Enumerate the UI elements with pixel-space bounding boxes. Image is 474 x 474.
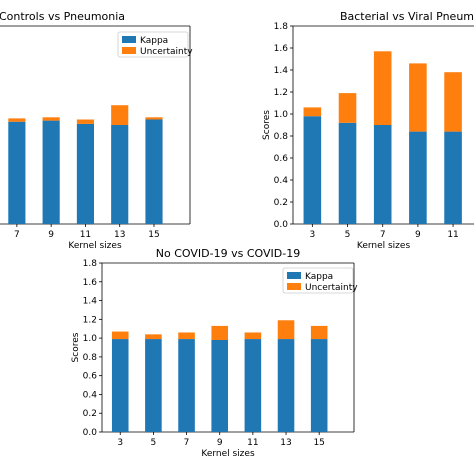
y-tick-label: 0.8	[83, 353, 98, 363]
bar-uncertainty-7	[373, 51, 392, 125]
chart-title: Bacterial vs Viral Pneum	[340, 10, 474, 23]
x-tick-label: 7	[184, 438, 190, 448]
bar-kappa-13	[111, 125, 129, 224]
bar-uncertainty-11	[444, 72, 462, 132]
x-tick-label: 9	[48, 230, 54, 240]
y-tick-label: 1.4	[274, 66, 289, 76]
bar-uncertainty-7	[178, 332, 195, 340]
y-tick-label: 0.4	[83, 390, 98, 400]
x-axis-label: Kernel sizes	[201, 449, 255, 459]
y-tick-label: 1.2	[274, 88, 288, 98]
y-tick-label: 0.0	[274, 220, 289, 230]
bar-kappa-9	[211, 339, 228, 432]
bar-uncertainty-3	[303, 107, 322, 117]
bar-uncertainty-15	[145, 117, 163, 120]
y-tick-label: 1.0	[274, 110, 289, 120]
bar-kappa-15	[310, 339, 328, 432]
x-axis-label: Kernel sizes	[68, 241, 122, 251]
x-tick-label: 5	[345, 230, 351, 240]
legend-swatch-kappa	[122, 36, 136, 43]
legend-label-uncertainty: Uncertainty	[305, 283, 358, 293]
bar-kappa-13	[277, 339, 295, 432]
y-tick-label: 1.0	[83, 334, 98, 344]
y-axis-label: Scores	[262, 110, 272, 140]
x-tick-label: 15	[313, 438, 324, 448]
y-tick-label: 0.2	[83, 409, 97, 419]
x-tick-label: 11	[247, 438, 258, 448]
chart-panel-1: 7 9 11 13 15 Kernel sizes Controls vs Pneumoni…	[0, 10, 193, 251]
bar-uncertainty-5	[145, 334, 162, 340]
bar-kappa-3	[111, 339, 129, 432]
bar-kappa-7	[8, 121, 26, 224]
y-axis-label: Scores	[71, 332, 81, 362]
bar-uncertainty-9	[42, 117, 60, 121]
bar-uncertainty-15	[310, 325, 328, 340]
bar-uncertainty-13	[277, 320, 295, 340]
bar-kappa-11	[76, 123, 94, 224]
y-tick-label: 1.6	[83, 278, 98, 288]
bar-kappa-11	[244, 339, 262, 432]
chart-title: Controls vs Pneumonia	[0, 10, 125, 23]
x-tick-label: 7	[380, 230, 386, 240]
x-tick-label: 3	[309, 230, 315, 240]
legend-swatch-uncertainty	[122, 47, 136, 54]
x-tick-label: 15	[148, 230, 159, 240]
bar-uncertainty-9	[211, 325, 228, 340]
y-tick-label: 0.4	[274, 176, 289, 186]
x-tick-label: 3	[117, 438, 123, 448]
x-axis-label: Kernel sizes	[357, 241, 411, 251]
y-tick-label: 0.2	[274, 198, 288, 208]
bar-uncertainty-7	[8, 118, 26, 122]
y-tick-label: 1.6	[274, 44, 289, 54]
bar-kappa-3	[303, 116, 322, 224]
x-tick-label: 9	[217, 438, 223, 448]
x-tick-label: 5	[151, 438, 157, 448]
y-tick-label: 1.8	[274, 22, 289, 32]
y-tick-label: 0.8	[274, 132, 289, 142]
y-tick-label: 1.8	[83, 259, 98, 269]
bar-kappa-9	[409, 131, 427, 224]
bar-kappa-5	[145, 339, 162, 432]
bar-kappa-7	[178, 339, 195, 432]
x-tick-label: 11	[447, 230, 458, 240]
bar-kappa-11	[444, 131, 462, 224]
bar-uncertainty-11	[76, 119, 94, 124]
bar-uncertainty-5	[338, 93, 357, 123]
bar-uncertainty-9	[409, 63, 427, 132]
y-tick-label: 1.2	[83, 315, 97, 325]
legend-swatch-kappa	[287, 272, 301, 279]
legend-label-kappa: Kappa	[140, 36, 168, 46]
bar-uncertainty-3	[111, 331, 129, 340]
bar-kappa-5	[338, 122, 357, 224]
y-tick-label: 0.6	[83, 372, 98, 382]
bar-uncertainty-13	[111, 105, 129, 125]
x-tick-label: 9	[415, 230, 421, 240]
x-tick-label: 13	[114, 230, 125, 240]
legend-label-uncertainty: Uncertainty	[140, 47, 193, 57]
legend-label-kappa: Kappa	[305, 272, 333, 282]
legend-swatch-uncertainty	[287, 283, 301, 290]
x-tick-label: 7	[14, 230, 20, 240]
bar-kappa-7	[373, 125, 392, 224]
y-tick-label: 0.0	[83, 428, 98, 438]
x-tick-label: 13	[280, 438, 291, 448]
chart-title: No COVID-19 vs COVID-19	[156, 247, 300, 260]
y-tick-label: 1.4	[83, 297, 98, 307]
chart-panel-3: 0.0 0.2 0.4 0.6 0.8 1.0 1.2 1.4 1.6 1.8 3 5 7 9 11 13 15…	[71, 247, 358, 459]
bar-kappa-9	[42, 120, 60, 224]
y-tick-label: 0.6	[274, 154, 289, 164]
chart-panel-2: 0.0 0.2 0.4 0.6 0.8 1.0 1.2 1.4 1.6 1.8 3 5 7 9 11 Kern…	[262, 10, 474, 251]
bar-kappa-15	[145, 119, 163, 224]
x-tick-label: 11	[80, 230, 91, 240]
bar-uncertainty-11	[244, 332, 262, 340]
